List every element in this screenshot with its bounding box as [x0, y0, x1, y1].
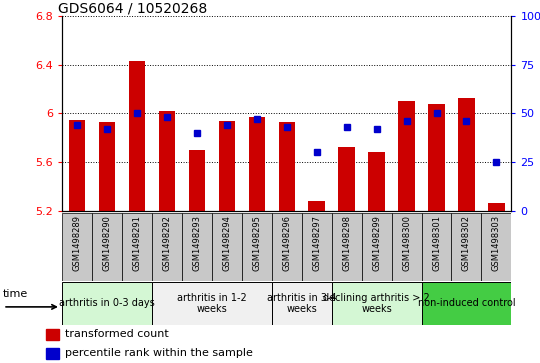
Text: GSM1498290: GSM1498290 — [103, 215, 112, 271]
FancyBboxPatch shape — [482, 213, 511, 281]
Bar — [488, 203, 505, 211]
Text: GSM1498300: GSM1498300 — [402, 215, 411, 271]
Bar — [248, 117, 265, 211]
Bar — [308, 201, 325, 211]
FancyBboxPatch shape — [272, 282, 332, 325]
FancyBboxPatch shape — [242, 213, 272, 281]
Text: GSM1498294: GSM1498294 — [222, 215, 231, 271]
Bar — [159, 111, 175, 211]
FancyBboxPatch shape — [62, 213, 92, 281]
Bar — [129, 61, 145, 211]
FancyBboxPatch shape — [422, 213, 451, 281]
Text: GSM1498293: GSM1498293 — [192, 215, 201, 271]
Bar — [428, 104, 445, 211]
Text: arthritis in 1-2
weeks: arthritis in 1-2 weeks — [177, 293, 247, 314]
Text: GSM1498302: GSM1498302 — [462, 215, 471, 271]
Bar — [46, 329, 59, 340]
Bar — [99, 122, 115, 211]
Text: GSM1498296: GSM1498296 — [282, 215, 291, 271]
FancyBboxPatch shape — [62, 282, 152, 325]
Bar — [69, 119, 85, 211]
Text: GSM1498295: GSM1498295 — [252, 215, 261, 271]
FancyBboxPatch shape — [332, 213, 362, 281]
FancyBboxPatch shape — [422, 282, 511, 325]
FancyBboxPatch shape — [451, 213, 482, 281]
Bar — [458, 98, 475, 211]
FancyBboxPatch shape — [122, 213, 152, 281]
Bar — [368, 152, 385, 211]
Text: percentile rank within the sample: percentile rank within the sample — [65, 348, 253, 359]
Text: GSM1498292: GSM1498292 — [163, 215, 171, 271]
Text: time: time — [3, 289, 29, 299]
FancyBboxPatch shape — [152, 282, 272, 325]
Text: GSM1498299: GSM1498299 — [372, 215, 381, 271]
FancyBboxPatch shape — [302, 213, 332, 281]
Text: arthritis in 0-3 days: arthritis in 0-3 days — [59, 298, 155, 309]
Bar — [46, 348, 59, 359]
Text: GDS6064 / 10520268: GDS6064 / 10520268 — [58, 1, 207, 15]
Text: GSM1498289: GSM1498289 — [72, 215, 82, 271]
Text: transformed count: transformed count — [65, 329, 168, 339]
FancyBboxPatch shape — [362, 213, 392, 281]
Text: GSM1498303: GSM1498303 — [492, 215, 501, 271]
Bar — [399, 101, 415, 211]
Text: non-induced control: non-induced control — [417, 298, 515, 309]
Text: GSM1498291: GSM1498291 — [132, 215, 141, 271]
FancyBboxPatch shape — [182, 213, 212, 281]
Bar — [188, 150, 205, 211]
Bar — [219, 121, 235, 211]
FancyBboxPatch shape — [212, 213, 242, 281]
FancyBboxPatch shape — [272, 213, 302, 281]
Text: arthritis in 3-4
weeks: arthritis in 3-4 weeks — [267, 293, 336, 314]
FancyBboxPatch shape — [92, 213, 122, 281]
Bar — [279, 122, 295, 211]
Bar — [339, 147, 355, 211]
Text: GSM1498301: GSM1498301 — [432, 215, 441, 271]
Text: declining arthritis > 2
weeks: declining arthritis > 2 weeks — [323, 293, 430, 314]
FancyBboxPatch shape — [152, 213, 182, 281]
Text: GSM1498297: GSM1498297 — [312, 215, 321, 271]
FancyBboxPatch shape — [392, 213, 422, 281]
FancyBboxPatch shape — [332, 282, 422, 325]
Text: GSM1498298: GSM1498298 — [342, 215, 351, 271]
